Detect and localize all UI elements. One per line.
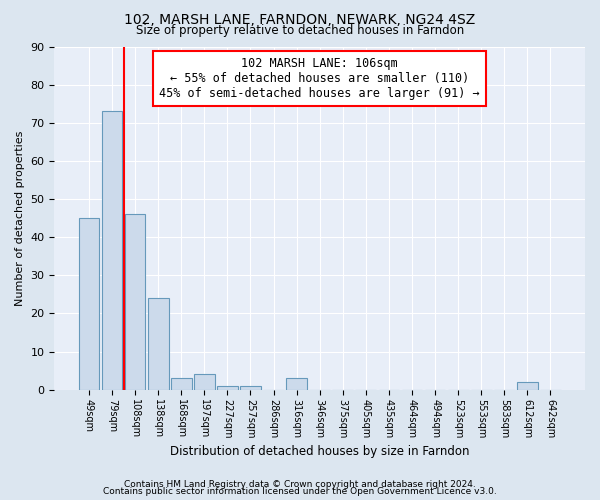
Bar [171, 378, 191, 390]
Text: 102 MARSH LANE: 106sqm
← 55% of detached houses are smaller (110)
45% of semi-de: 102 MARSH LANE: 106sqm ← 55% of detached… [160, 57, 480, 100]
X-axis label: Distribution of detached houses by size in Farndon: Distribution of detached houses by size … [170, 444, 469, 458]
Text: 102, MARSH LANE, FARNDON, NEWARK, NG24 4SZ: 102, MARSH LANE, FARNDON, NEWARK, NG24 4… [124, 12, 476, 26]
Bar [125, 214, 145, 390]
Bar [240, 386, 261, 390]
Bar [148, 298, 169, 390]
Bar [286, 378, 307, 390]
Bar [101, 112, 122, 390]
Bar [194, 374, 215, 390]
Bar [217, 386, 238, 390]
Text: Contains HM Land Registry data © Crown copyright and database right 2024.: Contains HM Land Registry data © Crown c… [124, 480, 476, 489]
Text: Contains public sector information licensed under the Open Government Licence v3: Contains public sector information licen… [103, 487, 497, 496]
Bar [79, 218, 99, 390]
Text: Size of property relative to detached houses in Farndon: Size of property relative to detached ho… [136, 24, 464, 37]
Bar [517, 382, 538, 390]
Y-axis label: Number of detached properties: Number of detached properties [15, 130, 25, 306]
